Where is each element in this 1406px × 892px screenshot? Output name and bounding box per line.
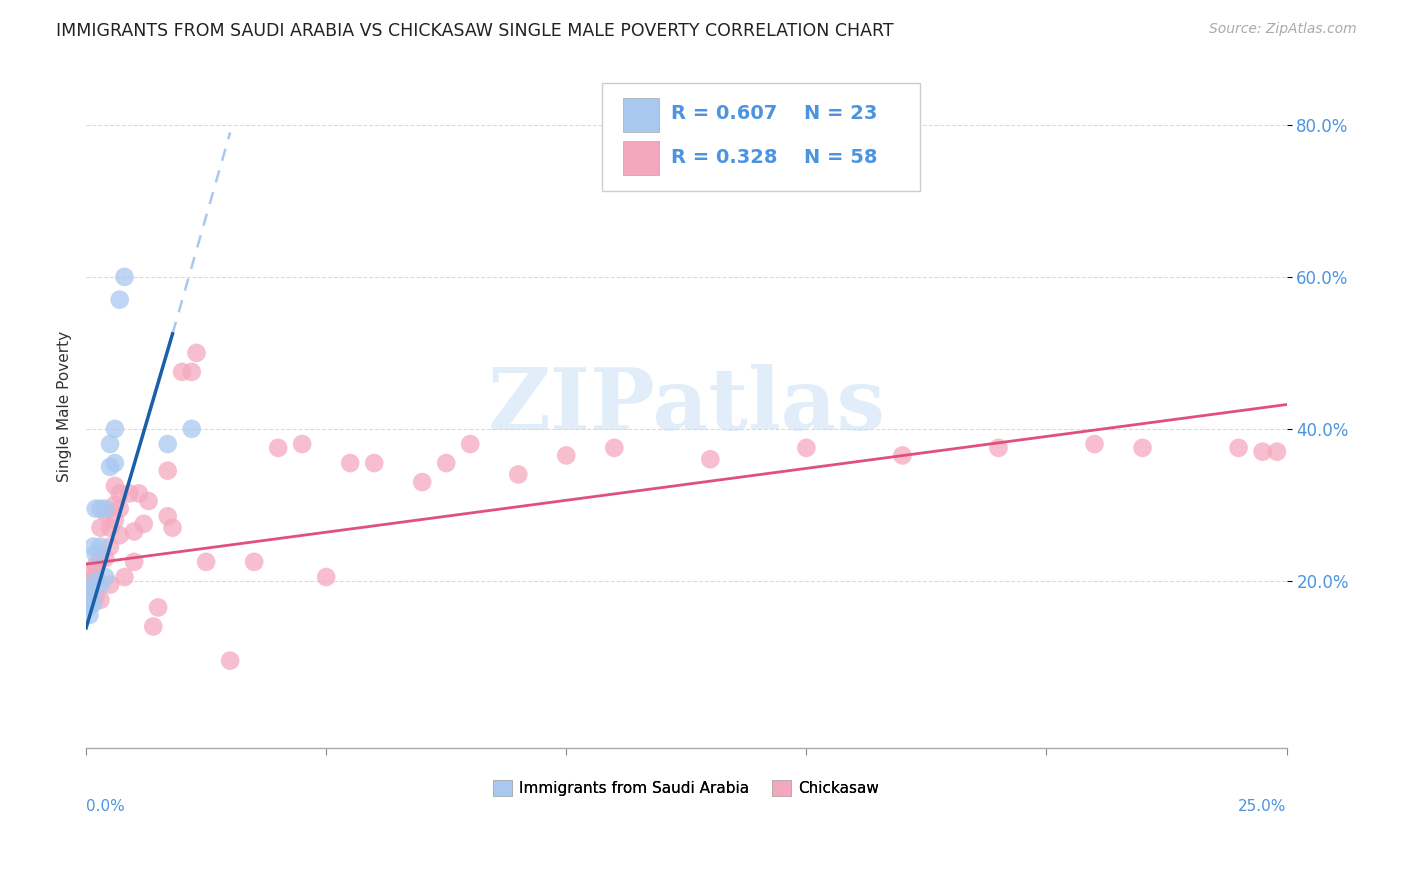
Point — [243, 555, 266, 569]
Point — [1265, 444, 1288, 458]
Text: 0.0%: 0.0% — [86, 799, 125, 814]
Point — [122, 555, 145, 569]
Point — [132, 516, 155, 531]
Point — [98, 437, 121, 451]
Point — [98, 577, 121, 591]
Point — [89, 501, 111, 516]
Point — [180, 365, 202, 379]
Point — [89, 577, 111, 591]
Text: N = 58: N = 58 — [804, 147, 877, 167]
Point — [411, 475, 433, 489]
FancyBboxPatch shape — [602, 83, 921, 191]
Point — [84, 558, 107, 573]
Text: ZIPatlas: ZIPatlas — [488, 364, 886, 448]
Point — [89, 540, 111, 554]
Point — [98, 459, 121, 474]
Point — [434, 456, 457, 470]
Point — [89, 521, 111, 535]
Point — [891, 449, 914, 463]
Point — [458, 437, 481, 451]
Point — [108, 528, 131, 542]
Point — [108, 486, 131, 500]
Point — [77, 574, 100, 588]
Point — [186, 346, 208, 360]
Point — [796, 441, 818, 455]
Point — [267, 441, 290, 455]
Y-axis label: Single Male Poverty: Single Male Poverty — [58, 331, 72, 482]
Point — [508, 467, 530, 482]
Point — [89, 592, 111, 607]
Point — [80, 582, 103, 596]
Point — [104, 456, 127, 470]
Point — [555, 449, 578, 463]
Point — [1251, 444, 1274, 458]
Text: Source: ZipAtlas.com: Source: ZipAtlas.com — [1209, 22, 1357, 37]
Point — [1083, 437, 1105, 451]
Point — [94, 505, 117, 519]
Point — [195, 555, 218, 569]
Legend: Immigrants from Saudi Arabia, Chickasaw: Immigrants from Saudi Arabia, Chickasaw — [488, 773, 886, 802]
Text: 25.0%: 25.0% — [1239, 799, 1286, 814]
Point — [219, 654, 242, 668]
Point — [104, 513, 127, 527]
Point — [89, 551, 111, 566]
Point — [82, 540, 104, 554]
Point — [84, 547, 107, 561]
Point — [104, 498, 127, 512]
Point — [156, 464, 179, 478]
Point — [84, 570, 107, 584]
Point — [142, 619, 165, 633]
Point — [82, 597, 104, 611]
Point — [162, 521, 184, 535]
Point — [80, 582, 103, 596]
Point — [84, 574, 107, 588]
Point — [114, 269, 136, 284]
Point — [98, 540, 121, 554]
Point — [94, 501, 117, 516]
Point — [291, 437, 314, 451]
Point — [80, 585, 103, 599]
Point — [128, 486, 150, 500]
Point — [104, 422, 127, 436]
Point — [156, 437, 179, 451]
Point — [699, 452, 721, 467]
Point — [1132, 441, 1154, 455]
Point — [118, 486, 141, 500]
FancyBboxPatch shape — [623, 98, 659, 132]
Point — [82, 562, 104, 576]
Point — [77, 600, 100, 615]
Point — [94, 570, 117, 584]
Point — [104, 479, 127, 493]
Point — [138, 494, 160, 508]
Point — [94, 551, 117, 566]
Point — [987, 441, 1010, 455]
Point — [315, 570, 337, 584]
Text: R = 0.328: R = 0.328 — [671, 147, 778, 167]
Point — [108, 501, 131, 516]
Point — [84, 501, 107, 516]
Point — [156, 509, 179, 524]
Point — [79, 608, 101, 623]
Text: IMMIGRANTS FROM SAUDI ARABIA VS CHICKASAW SINGLE MALE POVERTY CORRELATION CHART: IMMIGRANTS FROM SAUDI ARABIA VS CHICKASA… — [56, 22, 894, 40]
Point — [172, 365, 194, 379]
Point — [108, 293, 131, 307]
Point — [84, 589, 107, 603]
Point — [98, 521, 121, 535]
FancyBboxPatch shape — [623, 141, 659, 175]
Point — [122, 524, 145, 539]
Text: R = 0.607: R = 0.607 — [671, 103, 778, 123]
Point — [146, 600, 169, 615]
Point — [114, 570, 136, 584]
Point — [80, 592, 103, 607]
Point — [603, 441, 626, 455]
Text: N = 23: N = 23 — [804, 103, 877, 123]
Point — [1227, 441, 1250, 455]
Point — [180, 422, 202, 436]
Point — [363, 456, 385, 470]
Point — [339, 456, 361, 470]
